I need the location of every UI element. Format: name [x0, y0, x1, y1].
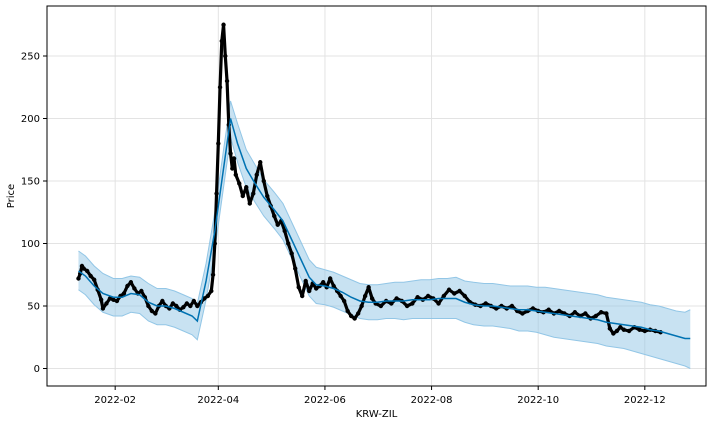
observed-segment [279, 219, 287, 233]
observed-segment [213, 191, 219, 246]
x-tick-label: 2022-10 [517, 395, 559, 406]
observed-segment [283, 229, 290, 246]
x-tick-label: 2022-08 [411, 395, 453, 406]
uncertainty-band [78, 101, 691, 369]
y-tick-label: 200 [21, 114, 40, 125]
observed-segment [209, 273, 215, 293]
axis-ticks: 0 50 100 150 200 250 2022-02 2022-04 2022-06 2022… [21, 52, 666, 407]
uncertainty-band-layer [78, 100, 691, 369]
x-tick-label: 2022-06 [304, 395, 346, 406]
upper-bound-line [78, 100, 691, 313]
observed-segment [342, 299, 350, 313]
forecast-line-layer [78, 118, 691, 340]
observed-segment [604, 311, 612, 331]
x-axis-label: KRW-ZIL [356, 409, 398, 420]
observed-segment [232, 156, 238, 177]
observed-segment [290, 251, 297, 271]
x-tick-label: 2022-02 [94, 395, 136, 406]
y-tick-label: 250 [21, 52, 40, 63]
observed-segment [248, 191, 255, 206]
observed-segment [225, 79, 231, 127]
observed-segment [216, 85, 222, 146]
forecast-line [78, 118, 691, 340]
y-tick-label: 50 [27, 302, 40, 313]
plot-frame [46, 5, 707, 387]
observed-segment [211, 241, 217, 277]
observed-segment [293, 266, 301, 289]
observed-segment [286, 241, 294, 256]
observed-segment [258, 160, 266, 183]
x-tick-label: 2022-04 [197, 395, 239, 406]
observed-segment [221, 23, 227, 58]
x-tick-label: 2022-12 [624, 395, 666, 406]
observed-segment [262, 179, 269, 198]
observed-segment [223, 54, 229, 83]
y-axis-label: Price [6, 184, 17, 208]
observed-segment [218, 39, 224, 89]
y-tick-label: 150 [21, 177, 40, 188]
observed-segment [96, 288, 103, 302]
observed-segment [367, 285, 374, 301]
y-tick-label: 100 [21, 239, 40, 250]
lower-bound-line [78, 137, 691, 369]
y-tick-label: 0 [34, 364, 40, 375]
observed-segment [269, 204, 276, 218]
observed-segment [214, 141, 220, 196]
